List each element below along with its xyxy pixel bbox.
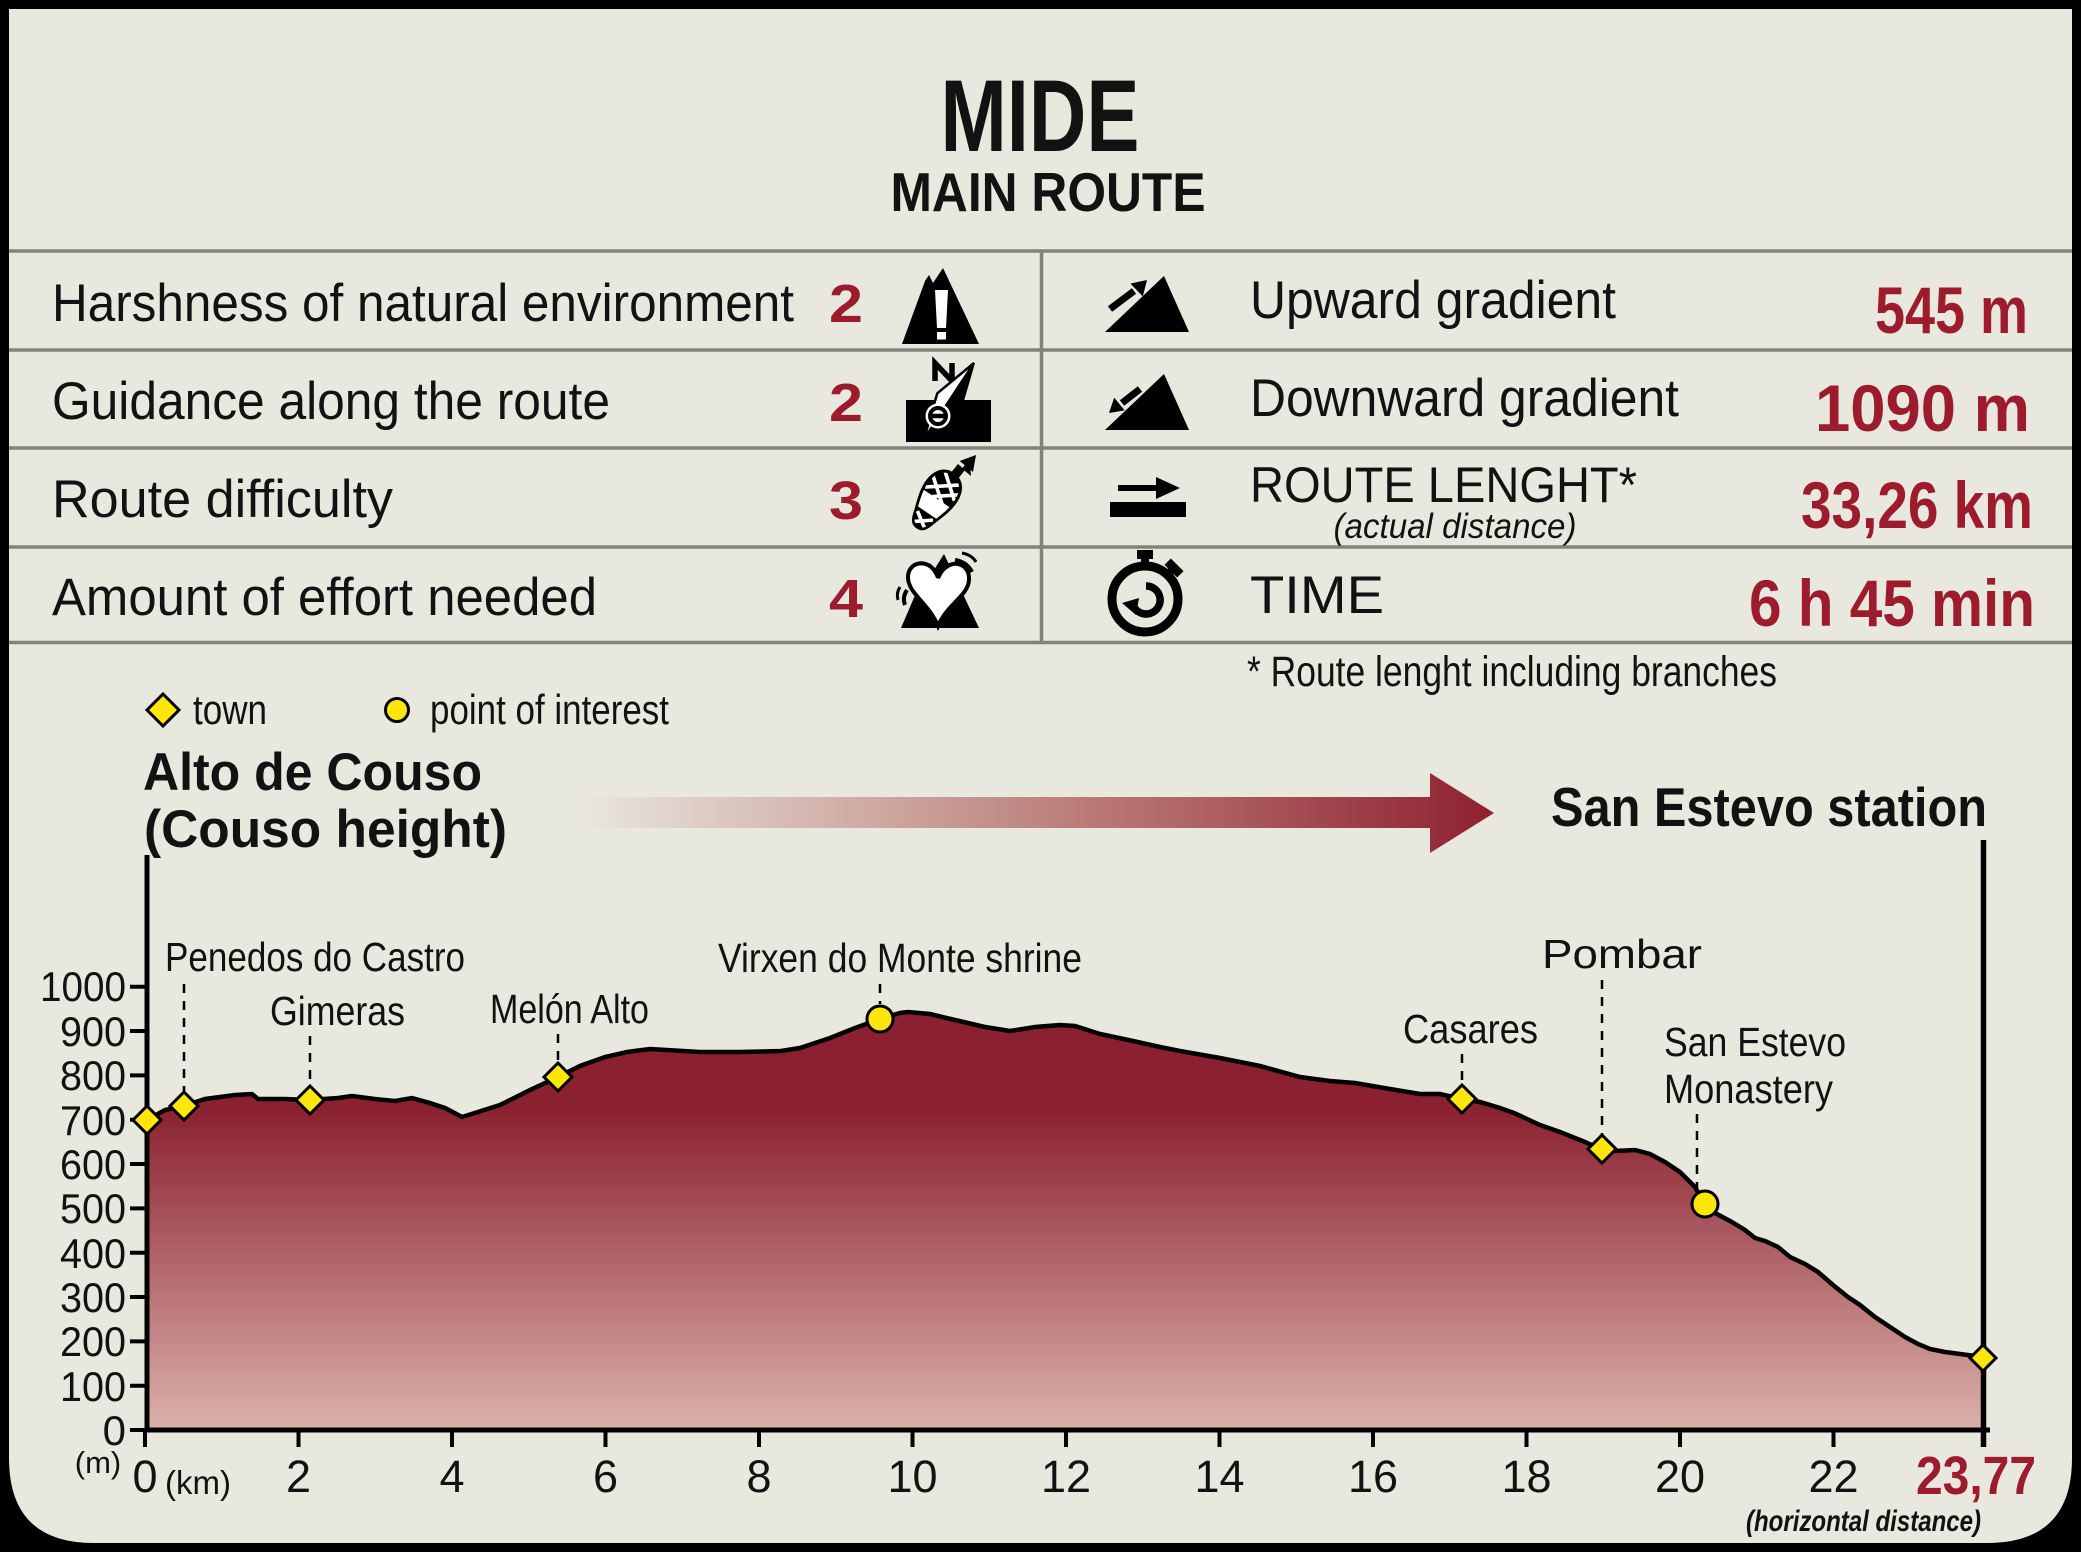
svg-text:6 h 45 min: 6 h 45 min [1749,566,2035,640]
svg-text:Monastery: Monastery [1664,1066,1833,1112]
svg-text:(horizontal distance): (horizontal distance) [1746,1505,1981,1538]
svg-text:0: 0 [132,1451,157,1502]
svg-text:1090 m: 1090 m [1815,371,2030,445]
svg-text:22: 22 [1808,1451,1858,1502]
svg-text:Amount of effort needed: Amount of effort needed [52,568,597,627]
svg-text:MAIN ROUTE: MAIN ROUTE [891,161,1206,223]
svg-text:Gimeras: Gimeras [270,988,405,1034]
svg-text:16: 16 [1348,1451,1398,1502]
svg-text:point of interest: point of interest [430,686,669,733]
svg-text:100: 100 [60,1363,126,1410]
svg-text:800: 800 [60,1052,126,1099]
svg-text:18: 18 [1501,1451,1551,1502]
svg-text:Melón Alto: Melón Alto [490,986,649,1032]
svg-text:(Couso height): (Couso height) [144,800,507,859]
svg-text:33,26 km: 33,26 km [1801,468,2033,542]
svg-text:10: 10 [887,1451,937,1502]
svg-text:San Estevo station: San Estevo station [1551,776,1987,838]
svg-text:Route difficulty: Route difficulty [52,470,393,529]
svg-text:4: 4 [829,569,863,629]
svg-text:8: 8 [746,1451,771,1502]
svg-text:500: 500 [60,1185,126,1232]
svg-text:MIDE: MIDE [941,59,1140,173]
svg-text:* Route lenght including branc: * Route lenght including branches [1247,648,1777,696]
svg-text:Penedos do Castro: Penedos do Castro [165,934,465,980]
svg-text:Upward gradient: Upward gradient [1250,271,1616,330]
svg-text:Guidance along the route: Guidance along the route [52,372,610,431]
svg-text:(actual distance): (actual distance) [1334,507,1577,546]
svg-text:Downward gradient: Downward gradient [1250,369,1679,428]
svg-text:600: 600 [60,1141,126,1188]
svg-text:2: 2 [286,1451,311,1502]
svg-text:Pombar: Pombar [1542,931,1702,977]
svg-text:Alto de Couso: Alto de Couso [143,743,482,802]
svg-text:14: 14 [1194,1451,1244,1502]
svg-text:2: 2 [829,274,863,334]
svg-text:San Estevo: San Estevo [1664,1019,1846,1065]
svg-text:(m): (m) [75,1445,121,1480]
svg-text:200: 200 [60,1318,126,1365]
svg-text:23,77: 23,77 [1916,1446,2036,1506]
svg-text:town: town [193,686,267,733]
svg-text:ROUTE LENGHT*: ROUTE LENGHT* [1250,457,1637,513]
svg-text:Virxen do Monte shrine: Virxen do Monte shrine [718,935,1082,981]
svg-text:TIME: TIME [1250,566,1384,625]
svg-text:12: 12 [1041,1451,1091,1502]
svg-text:20: 20 [1655,1451,1705,1502]
svg-text:300: 300 [60,1274,126,1321]
svg-text:Harshness of natural environme: Harshness of natural environment [52,274,794,333]
svg-text:1000: 1000 [40,963,126,1010]
svg-text:(km): (km) [165,1464,231,1501]
svg-text:4: 4 [439,1451,464,1502]
svg-text:3: 3 [829,471,863,531]
svg-text:900: 900 [60,1008,126,1055]
svg-text:545 m: 545 m [1875,273,2028,347]
svg-text:400: 400 [60,1230,126,1277]
svg-text:700: 700 [60,1097,126,1144]
svg-text:Casares: Casares [1403,1006,1538,1052]
svg-text:2: 2 [829,373,863,433]
svg-text:0: 0 [103,1407,126,1454]
svg-text:6: 6 [593,1451,618,1502]
